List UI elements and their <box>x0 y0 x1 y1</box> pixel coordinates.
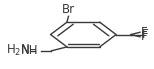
Text: F: F <box>142 28 149 41</box>
Text: Br: Br <box>62 3 75 16</box>
Text: F: F <box>141 30 147 43</box>
Text: H$_2$N: H$_2$N <box>6 43 30 58</box>
Text: NH: NH <box>21 44 39 57</box>
Text: F: F <box>141 26 147 39</box>
